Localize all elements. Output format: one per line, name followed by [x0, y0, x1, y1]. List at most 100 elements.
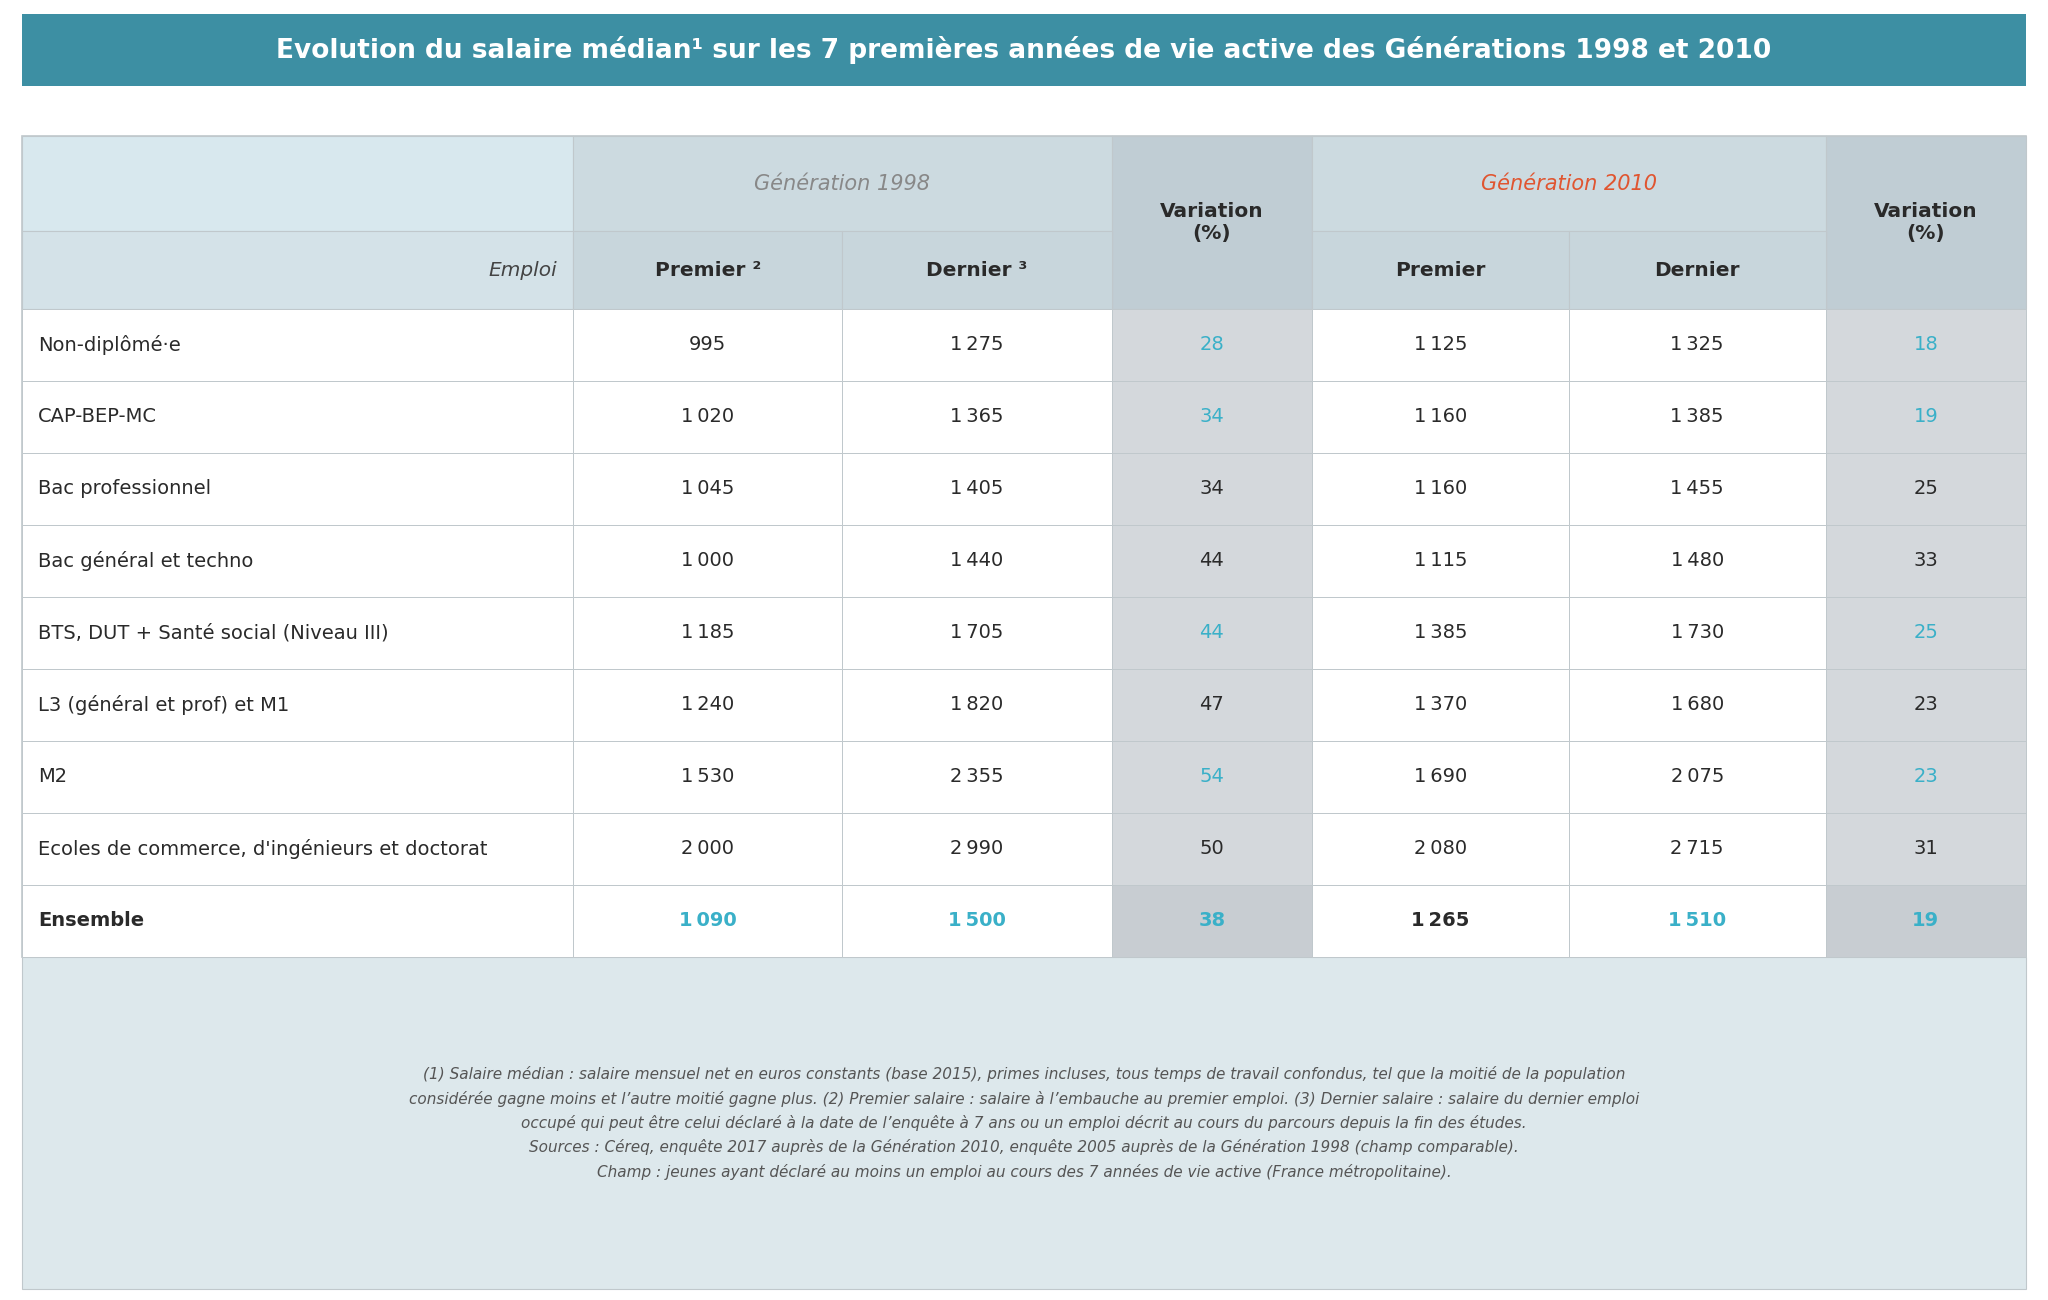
Bar: [573, 670, 842, 741]
Text: 34: 34: [1200, 407, 1225, 426]
Bar: [1112, 136, 1313, 309]
Text: CAP-BEP-MC: CAP-BEP-MC: [39, 407, 158, 426]
Text: 2 075: 2 075: [1671, 767, 1724, 786]
Text: 1 530: 1 530: [682, 767, 735, 786]
Text: 1 385: 1 385: [1671, 407, 1724, 426]
Text: 1 680: 1 680: [1671, 696, 1724, 715]
Text: Evolution du salaire médian¹ sur les 7 premières années de vie active des Généra: Evolution du salaire médian¹ sur les 7 p…: [276, 36, 1772, 64]
Text: Bac professionnel: Bac professionnel: [39, 480, 211, 498]
Text: 1 125: 1 125: [1413, 335, 1466, 355]
Text: 1 090: 1 090: [678, 911, 737, 931]
Text: 19: 19: [1913, 407, 1937, 426]
Bar: [573, 597, 842, 670]
Text: 23: 23: [1913, 696, 1937, 715]
Bar: [842, 381, 1112, 452]
Bar: [23, 812, 573, 885]
Bar: [1112, 452, 1313, 525]
Text: Bac général et techno: Bac général et techno: [39, 551, 254, 571]
Bar: [1825, 670, 2025, 741]
Text: 25: 25: [1913, 480, 1937, 498]
Text: 44: 44: [1200, 551, 1225, 571]
Bar: [573, 525, 842, 597]
Bar: [23, 741, 573, 812]
Text: 1 370: 1 370: [1413, 696, 1466, 715]
Text: 25: 25: [1913, 624, 1937, 642]
Bar: [1313, 525, 1569, 597]
Bar: [573, 885, 842, 957]
Text: Dernier ³: Dernier ³: [926, 260, 1028, 280]
Text: 1 325: 1 325: [1671, 335, 1724, 355]
Bar: [842, 597, 1112, 670]
Text: Premier: Premier: [1395, 260, 1485, 280]
Text: 1 480: 1 480: [1671, 551, 1724, 571]
Bar: [1825, 381, 2025, 452]
Text: 1 690: 1 690: [1413, 767, 1466, 786]
Text: 2 080: 2 080: [1413, 840, 1466, 858]
Text: 44: 44: [1200, 624, 1225, 642]
Bar: [23, 525, 573, 597]
Text: Ensemble: Ensemble: [39, 911, 143, 931]
Bar: [842, 525, 1112, 597]
Text: Premier ²: Premier ²: [655, 260, 762, 280]
Text: 2 000: 2 000: [682, 840, 735, 858]
Bar: [842, 741, 1112, 812]
Text: 1 160: 1 160: [1413, 407, 1466, 426]
Bar: [1569, 452, 1825, 525]
Bar: [23, 670, 573, 741]
Bar: [1112, 812, 1313, 885]
Text: L3 (général et prof) et M1: L3 (général et prof) et M1: [39, 696, 289, 715]
Bar: [1313, 670, 1569, 741]
Text: 1 365: 1 365: [950, 407, 1004, 426]
Text: 33: 33: [1913, 551, 1937, 571]
Bar: [1112, 525, 1313, 597]
Bar: [573, 741, 842, 812]
Text: 1 730: 1 730: [1671, 624, 1724, 642]
Text: 31: 31: [1913, 840, 1937, 858]
Text: 1 500: 1 500: [948, 911, 1006, 931]
Bar: [1313, 812, 1569, 885]
Bar: [1825, 452, 2025, 525]
Bar: [1569, 812, 1825, 885]
Bar: [1569, 741, 1825, 812]
Text: 1 275: 1 275: [950, 335, 1004, 355]
Text: 18: 18: [1913, 335, 1937, 355]
Bar: [1825, 885, 2025, 957]
Text: 2 715: 2 715: [1671, 840, 1724, 858]
Text: Dernier: Dernier: [1655, 260, 1741, 280]
Bar: [1112, 381, 1313, 452]
Bar: [842, 452, 1112, 525]
Bar: [23, 309, 573, 381]
Bar: [1313, 231, 1569, 309]
Bar: [1825, 309, 2025, 381]
Text: 1 455: 1 455: [1671, 480, 1724, 498]
Bar: [1313, 597, 1569, 670]
Text: 1 160: 1 160: [1413, 480, 1466, 498]
Bar: [1112, 670, 1313, 741]
Bar: [1825, 812, 2025, 885]
Bar: [23, 231, 573, 309]
Text: Génération 2010: Génération 2010: [1481, 173, 1657, 194]
Bar: [1825, 597, 2025, 670]
Text: Variation
(%): Variation (%): [1874, 202, 1978, 243]
Text: 1 000: 1 000: [682, 551, 735, 571]
Bar: [23, 885, 573, 957]
Bar: [573, 231, 842, 309]
Text: 995: 995: [688, 335, 727, 355]
Bar: [1313, 309, 1569, 381]
Text: Non-diplômé·e: Non-diplômé·e: [39, 335, 180, 355]
Bar: [573, 452, 842, 525]
Bar: [1569, 885, 1825, 957]
Text: 19: 19: [1913, 911, 1939, 931]
Bar: [1313, 452, 1569, 525]
Bar: [1313, 741, 1569, 812]
Bar: [23, 957, 2025, 1290]
Bar: [1569, 670, 1825, 741]
Bar: [1313, 381, 1569, 452]
Text: 1 510: 1 510: [1669, 911, 1726, 931]
Bar: [23, 136, 2025, 957]
Text: 1 820: 1 820: [950, 696, 1004, 715]
Text: 50: 50: [1200, 840, 1225, 858]
Text: 1 385: 1 385: [1413, 624, 1466, 642]
Text: Génération 1998: Génération 1998: [754, 173, 930, 194]
Bar: [1825, 136, 2025, 309]
